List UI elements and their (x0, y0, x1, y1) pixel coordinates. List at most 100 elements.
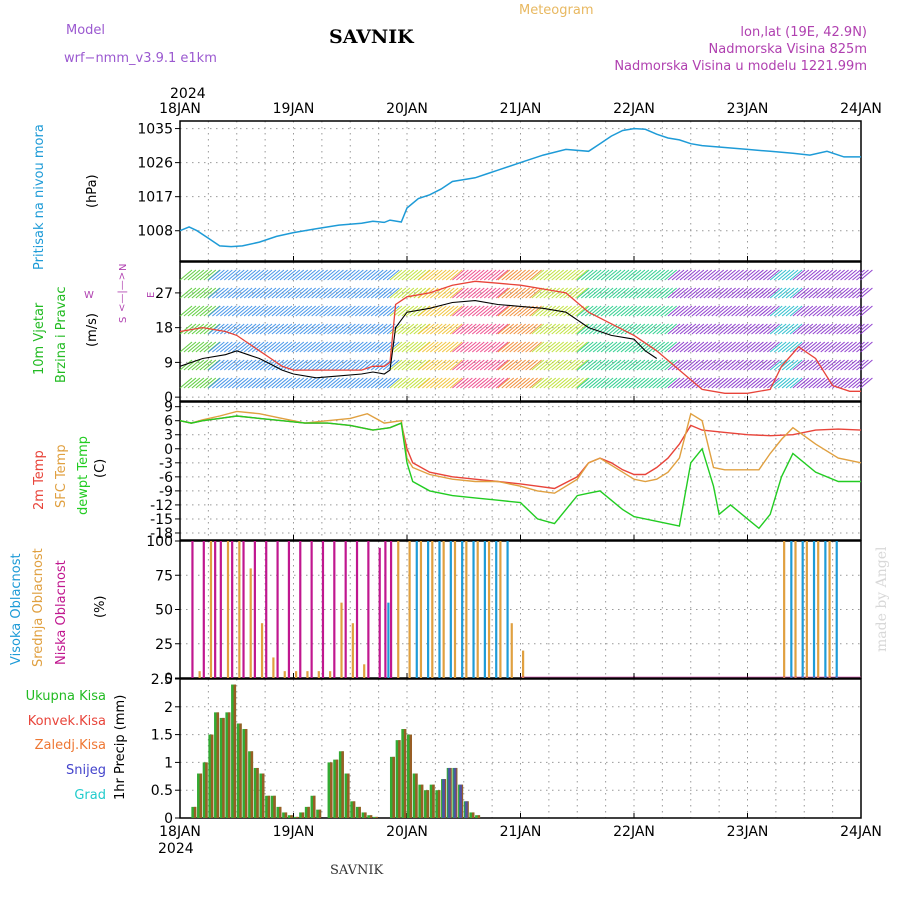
panel-frame (179, 120, 862, 262)
wind-barb (208, 269, 221, 281)
wind-barb (727, 305, 740, 317)
wind-barb (636, 377, 650, 389)
wind-barb (374, 287, 388, 299)
wind-barb (604, 377, 618, 389)
wind-barb (571, 323, 584, 335)
wind-barb (471, 341, 485, 353)
wind-barb (596, 269, 610, 281)
wind-barb (567, 359, 580, 371)
wind-barb (339, 341, 352, 353)
wind-barb (315, 323, 328, 335)
wind-barb (559, 269, 573, 281)
wind-barb (343, 359, 356, 371)
wind-barb (401, 377, 415, 389)
wind-barb (644, 269, 658, 281)
mid-cloud-bar (499, 541, 502, 678)
wind-barb (275, 341, 289, 353)
wind-barb (223, 269, 237, 281)
wind-barb (521, 287, 534, 299)
wind-barb (747, 305, 760, 317)
wind-barb (183, 377, 197, 389)
wind-barb (452, 305, 465, 317)
wind-barb (785, 323, 799, 335)
wind-barb (828, 269, 842, 281)
wind-barb (347, 377, 360, 389)
x-tick-top: 21JAN (500, 101, 542, 117)
wind-barb (517, 269, 531, 281)
wind-barb (644, 323, 658, 335)
conv-precip-bar (273, 795, 276, 818)
wind-barb (711, 341, 725, 353)
wind-barb (331, 269, 344, 281)
wind-barb (243, 305, 257, 317)
wind-barb (769, 269, 783, 281)
wind-barb (267, 377, 281, 389)
wind-barb (517, 341, 531, 353)
wind-barb (235, 377, 249, 389)
wind-barb (303, 341, 317, 353)
conv-precip-bar (250, 751, 254, 818)
wind-barb (555, 377, 569, 389)
conv-precip-bar (307, 806, 310, 818)
wind-barb (616, 359, 630, 371)
wind-barb (584, 305, 598, 317)
wind-barb (777, 377, 791, 389)
wind-barb (491, 269, 505, 281)
wind-barb (535, 269, 549, 281)
wind-barb (800, 287, 814, 299)
wind-barb (491, 287, 505, 299)
conv-precip-bar (199, 773, 203, 818)
wind-barb (588, 287, 602, 299)
wind-barb (592, 269, 606, 281)
mid-cloud-bar (340, 602, 343, 678)
wind-barb (187, 359, 201, 371)
low-cloud-bar (310, 541, 313, 678)
wind-barb (636, 323, 650, 335)
wind-barb (386, 377, 400, 389)
wind-barb (223, 359, 237, 371)
wind-barb (580, 269, 594, 281)
wind-barb (251, 377, 265, 389)
wind-barb (255, 323, 269, 335)
wind-barb (315, 305, 328, 317)
wind-barb (351, 377, 364, 389)
wind-barb (331, 287, 344, 299)
wind-barb (327, 323, 340, 335)
wind-barb (347, 287, 360, 299)
wind-barb (307, 305, 321, 317)
wind-barb (459, 323, 473, 335)
wind-barb (707, 269, 721, 281)
wind-barb (715, 377, 729, 389)
wind-barb (551, 323, 565, 335)
wind-barb (509, 377, 523, 389)
wind-barb (699, 359, 713, 371)
wind-barb (592, 323, 606, 335)
wind-barb (437, 359, 451, 371)
wind-barb (471, 323, 485, 335)
wind-barb (437, 287, 451, 299)
wind-barb (608, 341, 622, 353)
wind-barb (723, 305, 737, 317)
x-tick-top: 23JAN (727, 101, 769, 117)
wind-barb (620, 359, 634, 371)
y-tick-label: -9 (159, 484, 173, 500)
wind-barb (471, 305, 485, 317)
wind-barb (405, 341, 419, 353)
wind-barb (358, 341, 372, 353)
wind-barb (624, 341, 638, 353)
wind-barb (723, 287, 737, 299)
wind-barb (616, 269, 630, 281)
wind-barb (509, 359, 523, 371)
wind-barb (804, 323, 818, 335)
wind-barb (628, 377, 642, 389)
wind-barb (203, 359, 217, 371)
y-tick-label: 0 (164, 671, 173, 687)
wind-barb (433, 359, 447, 371)
wind-barb (531, 377, 545, 389)
wind-barb (812, 305, 826, 317)
low-cloud-bar (299, 541, 302, 678)
wind-barb (429, 323, 443, 335)
wind-barb (747, 341, 760, 353)
wind-barb (547, 287, 561, 299)
wind-barb (840, 287, 853, 299)
